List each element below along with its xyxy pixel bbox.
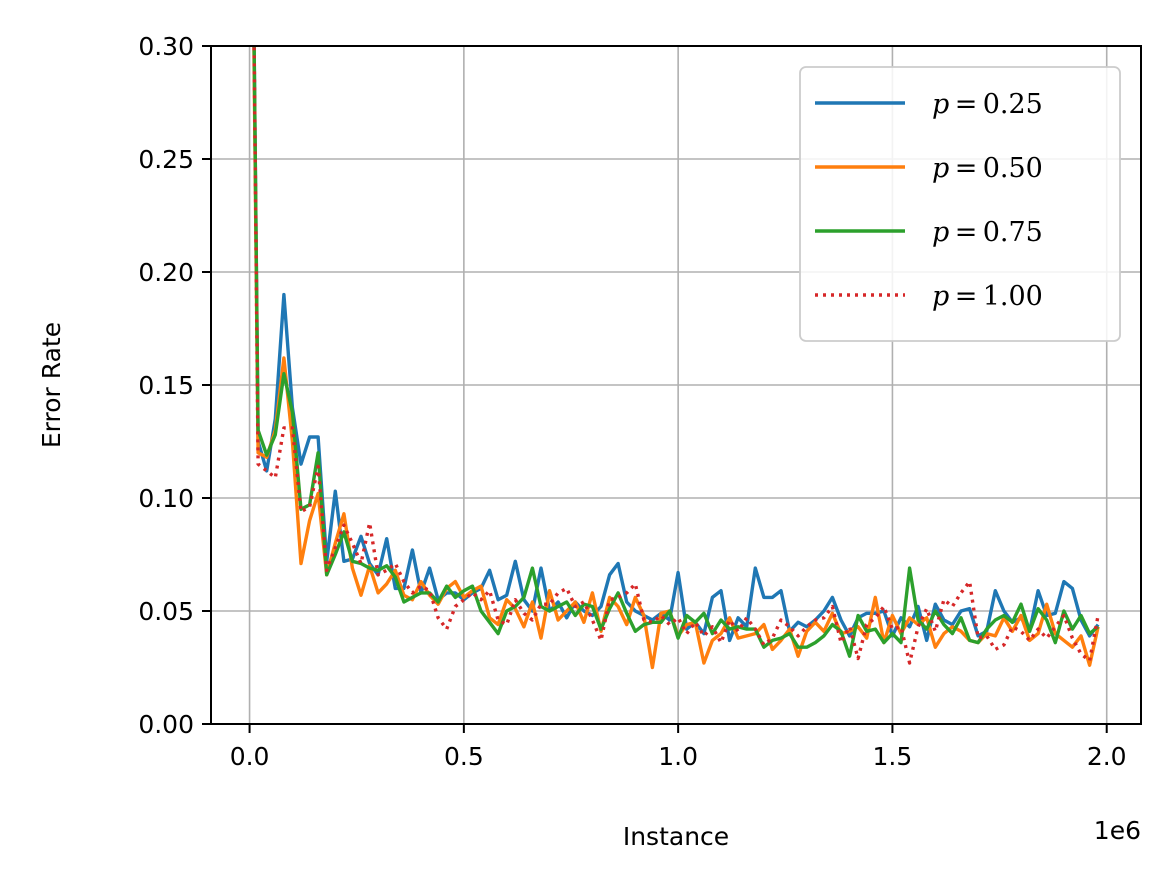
y-tick-label: 0.00: [138, 710, 194, 739]
plot-area: [252, 46, 1100, 670]
legend: p = 0.25 p = 0.50 p = 0.75 p = 1.00: [799, 66, 1121, 342]
legend-box: [799, 66, 1121, 342]
y-axis-ticks: 0.00 0.05 0.10 0.15 0.20 0.25 0.30: [138, 32, 211, 739]
legend-label-2: p = 0.50: [932, 153, 1043, 184]
series-line-1: [252, 46, 1100, 643]
x-axis-offset-label: 1e6: [1094, 816, 1141, 845]
series-group: [252, 46, 1100, 670]
y-tick-label: 0.25: [138, 145, 194, 174]
x-tick-label: 0.0: [230, 742, 270, 771]
x-axis-title: Instance: [623, 822, 729, 851]
y-tick-label: 0.05: [138, 597, 194, 626]
x-tick-label: 1.5: [873, 742, 913, 771]
x-axis-ticks: 0.0 0.5 1.0 1.5 2.0: [230, 724, 1127, 771]
x-tick-label: 1.0: [658, 742, 698, 771]
y-tick-label: 0.20: [138, 258, 194, 287]
series-line-3: [252, 46, 1100, 658]
legend-label-3: p = 0.75: [932, 217, 1043, 248]
y-tick-label: 0.15: [138, 371, 194, 400]
y-axis-title: Error Rate: [37, 322, 66, 448]
x-tick-label: 0.5: [444, 742, 484, 771]
y-tick-label: 0.10: [138, 484, 194, 513]
series-line-4: [252, 46, 1100, 665]
legend-label-4: p = 1.00: [932, 281, 1043, 312]
y-tick-label: 0.30: [138, 32, 194, 61]
x-tick-label: 2.0: [1087, 742, 1127, 771]
legend-label-1: p = 0.25: [932, 89, 1043, 120]
